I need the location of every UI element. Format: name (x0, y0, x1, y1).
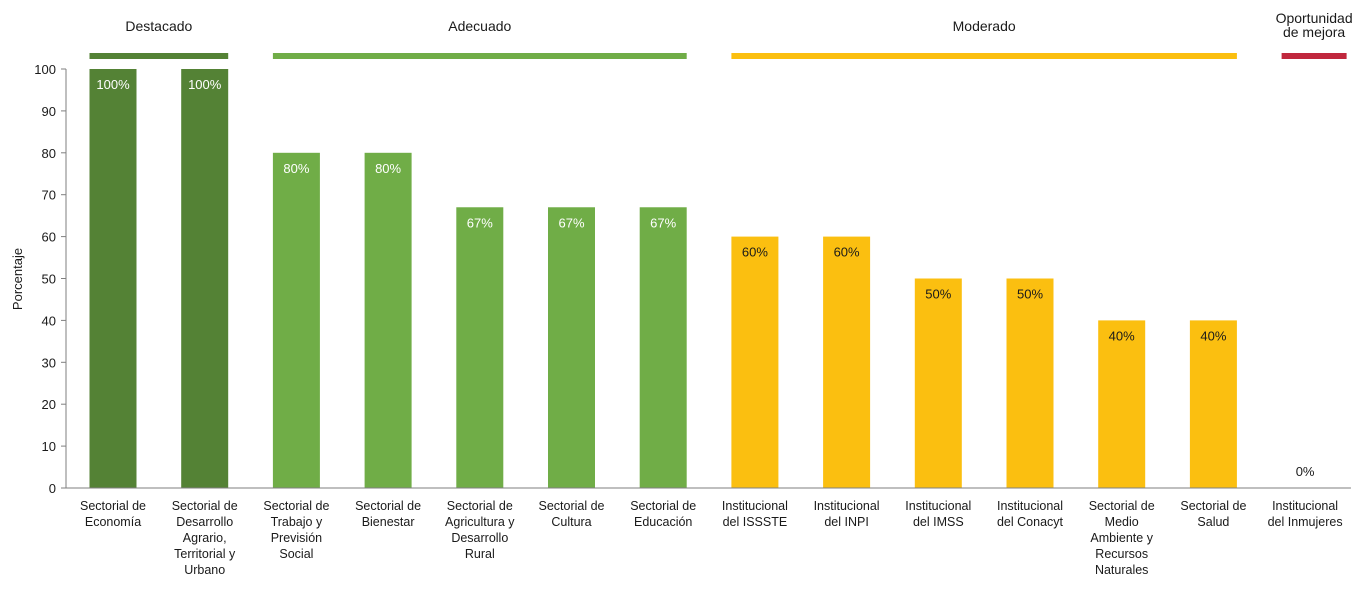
group-band (89, 53, 229, 59)
x-tick-label: Sectorial de Economía (80, 499, 146, 529)
y-tick-label: 20 (42, 397, 56, 412)
data-label: 100% (188, 77, 222, 92)
y-tick-label: 10 (42, 439, 56, 454)
x-tick-label: Sectorial de Agricultura y Desarrollo Rural (445, 499, 515, 561)
bar (639, 207, 687, 488)
data-label: 40% (1109, 328, 1135, 343)
data-label: 67% (467, 215, 493, 230)
bar (914, 278, 962, 488)
bar (456, 207, 504, 488)
bar (1006, 278, 1054, 488)
x-tick-label: Institucional del IMSS (905, 499, 971, 529)
bar (731, 236, 779, 488)
bar (1189, 320, 1237, 488)
x-tick-label: Sectorial de Bienestar (355, 499, 421, 529)
data-label: 100% (96, 77, 130, 92)
bar (1098, 320, 1146, 488)
bar (89, 69, 137, 488)
data-label: 60% (742, 245, 768, 260)
data-label: 0% (1296, 464, 1315, 479)
y-tick-label: 0 (49, 481, 56, 496)
y-axis: 0 10 20 30 40 50 60 70 80 90 100 (34, 62, 67, 496)
y-tick-label: 30 (42, 355, 56, 370)
y-tick-label: 70 (42, 188, 56, 203)
y-axis-label: Porcentaje (10, 248, 25, 310)
group-band (1281, 53, 1347, 59)
x-tick-label: Sectorial de Trabajo y Previsión Social (263, 499, 329, 561)
x-tick-label: Sectorial de Desarrollo Agrario, Territoria… (172, 499, 238, 577)
x-tick-label: Institucional del INPI (814, 499, 880, 529)
group-label: Adecuado (448, 18, 511, 34)
bar (364, 152, 412, 489)
x-tick-label: Sectorial de Educación (630, 499, 696, 529)
x-tick-label: Institucional del Inmujeres (1268, 499, 1343, 529)
y-tick-label: 90 (42, 104, 56, 119)
x-tick-label: Institucional del ISSSTE (722, 499, 788, 529)
group-bands: Destacado Adecuado Moderado Oportunidad de m… (89, 10, 1353, 59)
y-tick-label: 50 (42, 272, 56, 287)
data-label: 67% (650, 215, 676, 230)
group-label: Oportunidad de mejora (1276, 10, 1353, 40)
x-axis: Sectorial de Economía Sectorial de Desarrol… (66, 487, 1351, 577)
bar (181, 69, 229, 488)
data-label: 80% (283, 161, 309, 176)
x-tick-label: Institucional del Conacyt (997, 499, 1064, 529)
x-tick-label: Sectorial de Cultura (538, 499, 604, 529)
x-tick-label: Sectorial de Medio Ambiente y Recursos Natur… (1089, 499, 1155, 577)
bar (548, 207, 595, 488)
bar (823, 236, 871, 488)
bar (272, 152, 320, 489)
data-label: 50% (1017, 287, 1043, 302)
data-label: 50% (925, 287, 951, 302)
group-band (731, 53, 1237, 59)
x-tick-label: Sectorial de Salud (1180, 499, 1246, 529)
y-tick-label: 100 (34, 62, 56, 77)
group-label: Moderado (953, 18, 1016, 34)
y-tick-label: 60 (42, 230, 56, 245)
data-label: 40% (1200, 328, 1226, 343)
data-label: 60% (834, 245, 860, 260)
y-tick-label: 80 (42, 146, 56, 161)
y-tick-label: 40 (42, 313, 56, 328)
group-label: Destacado (125, 18, 192, 34)
bars: 100% 100% 80% 80% 67% 67% 67% 60% 60% 50% 50% 40% 40… (89, 69, 1315, 489)
group-band (272, 53, 687, 59)
data-label: 67% (558, 215, 584, 230)
data-label: 80% (375, 161, 401, 176)
